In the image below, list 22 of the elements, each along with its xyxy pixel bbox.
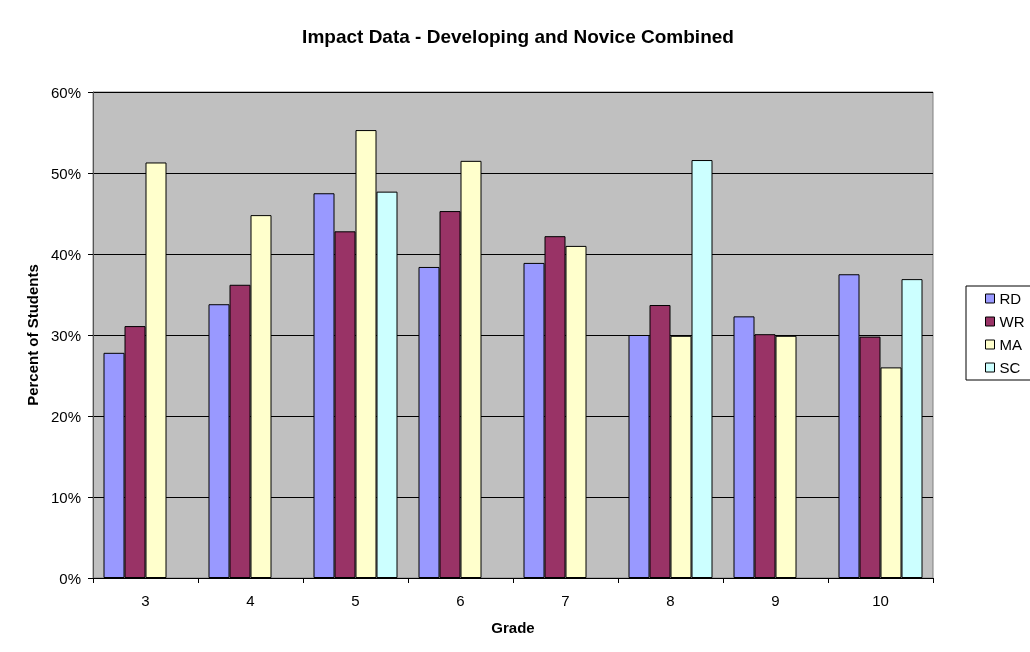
legend-label: WR xyxy=(999,313,1025,330)
legend-label: MA xyxy=(999,336,1022,353)
x-axis-title: Grade xyxy=(491,619,535,636)
legend-label: RD xyxy=(999,290,1022,307)
x-tick-label: 7 xyxy=(561,592,570,609)
x-tick-label: 3 xyxy=(141,592,150,609)
y-tick-label: 10% xyxy=(50,488,81,506)
legend-label: SC xyxy=(999,359,1021,376)
x-tick-label: 6 xyxy=(456,592,465,609)
x-tick-label: 8 xyxy=(666,592,675,609)
y-tick-label: 30% xyxy=(50,326,81,344)
y-tick-label: 50% xyxy=(50,164,81,182)
x-tick-label: 5 xyxy=(351,592,360,609)
x-tick-label: 4 xyxy=(246,592,255,609)
y-tick-label: 0% xyxy=(59,569,81,587)
y-tick-label: 40% xyxy=(50,245,81,263)
y-axis-title: Percent of Students xyxy=(24,264,42,406)
x-tick-label: 9 xyxy=(771,592,780,609)
y-tick-label: 20% xyxy=(50,407,81,425)
chart-title: Impact Data - Developing and Novice Combined xyxy=(302,26,734,47)
y-tick-label: 60% xyxy=(50,83,81,101)
x-tick-label: 10 xyxy=(872,592,889,609)
